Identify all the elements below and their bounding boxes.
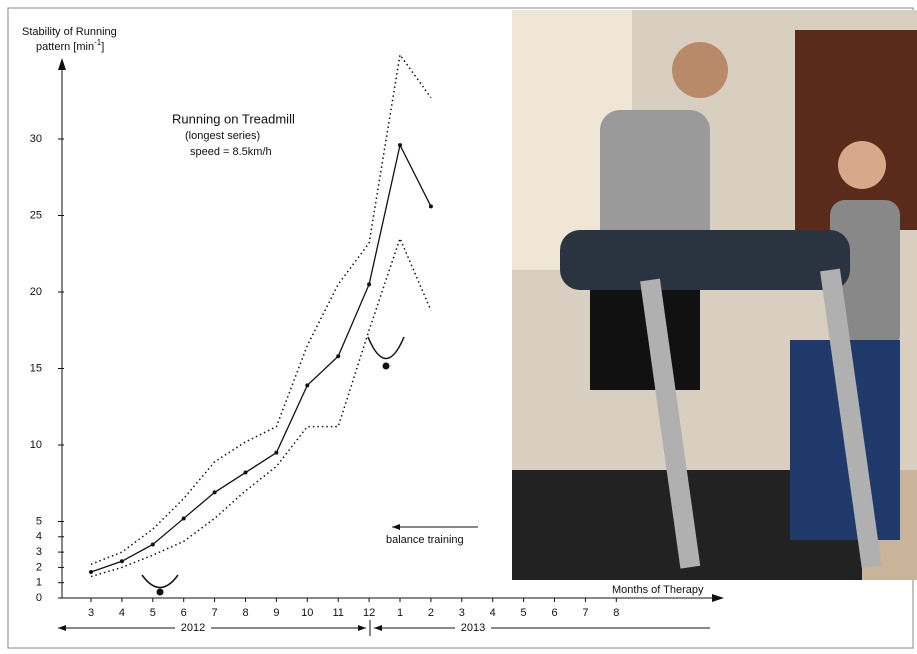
- x-tick-label: 2: [428, 607, 434, 619]
- data-point: [274, 450, 279, 455]
- chart-subtitle: (longest series): [185, 130, 260, 142]
- series-line: [90, 52, 432, 566]
- x-tick-label: 8: [242, 607, 248, 619]
- data-point: [428, 204, 433, 209]
- data-point: [119, 559, 124, 564]
- data-point: [398, 143, 402, 148]
- x-tick-label: 8: [613, 607, 619, 619]
- y-tick-label: 25: [30, 209, 42, 221]
- x-tick-label: 4: [490, 607, 496, 619]
- training-arrow-head: [392, 524, 400, 530]
- unit-close: ]: [101, 41, 104, 53]
- speed-annotation: speed = 8.5km/h: [190, 146, 272, 158]
- photo: [512, 10, 917, 580]
- y-tick-label: 1: [36, 577, 42, 589]
- training-annotation: balance training: [386, 534, 464, 546]
- y-axis-arrow: [58, 58, 66, 70]
- label-bg: [455, 621, 491, 635]
- data-point: [305, 383, 310, 388]
- y-tick-label: 5: [36, 515, 42, 527]
- balance-ball: [156, 588, 164, 596]
- y-tick-label: 20: [30, 286, 42, 298]
- y-tick-label: 15: [30, 362, 42, 374]
- unit-exponent: -1: [94, 38, 102, 47]
- x-tick-label: 9: [273, 607, 279, 619]
- x-tick-label: 5: [150, 607, 156, 619]
- chart-title: Running on Treadmill: [172, 111, 295, 126]
- x-tick-label: 4: [119, 607, 125, 619]
- year-label: 2013: [461, 622, 485, 634]
- x-tick-label: 6: [551, 607, 557, 619]
- balance-icon: [141, 336, 405, 589]
- data-point: [367, 282, 372, 287]
- data-point: [336, 354, 341, 359]
- data-point: [150, 542, 155, 547]
- y-tick-label: 3: [36, 546, 42, 558]
- unit-base: pattern [min: [36, 41, 94, 53]
- year-label: 2012: [181, 622, 205, 634]
- x-tick-label: 7: [582, 607, 588, 619]
- y-tick-label: 4: [36, 531, 42, 543]
- y-tick-label: 30: [30, 133, 42, 145]
- label-bg: [175, 621, 211, 635]
- balance-ball: [382, 362, 390, 370]
- x-tick-label: 1: [397, 607, 403, 619]
- y-axis-label: Stability of Running: [22, 26, 117, 38]
- x-tick-label: 7: [212, 607, 218, 619]
- data-point: [89, 569, 93, 574]
- y-tick-label: 0: [36, 592, 42, 604]
- x-tick-label: 11: [332, 607, 343, 619]
- x-axis-arrow: [712, 594, 724, 602]
- x-tick-label: 6: [181, 607, 187, 619]
- x-tick-label: 3: [459, 607, 465, 619]
- y-tick-label: 2: [36, 561, 42, 573]
- data-point: [243, 470, 248, 475]
- series-line: [90, 236, 432, 578]
- y-tick-label: 10: [30, 439, 42, 451]
- x-tick-label: 3: [88, 607, 94, 619]
- y-axis-unit: pattern [min-1]: [36, 38, 104, 53]
- data-point: [212, 490, 217, 495]
- data-point: [181, 516, 186, 521]
- x-axis-label: Months of Therapy: [612, 584, 704, 596]
- x-tick-label: 10: [301, 607, 313, 619]
- timeline: [58, 620, 710, 636]
- x-tick-label: 12: [363, 607, 375, 619]
- series-line: [90, 143, 432, 573]
- x-tick-label: 5: [521, 607, 527, 619]
